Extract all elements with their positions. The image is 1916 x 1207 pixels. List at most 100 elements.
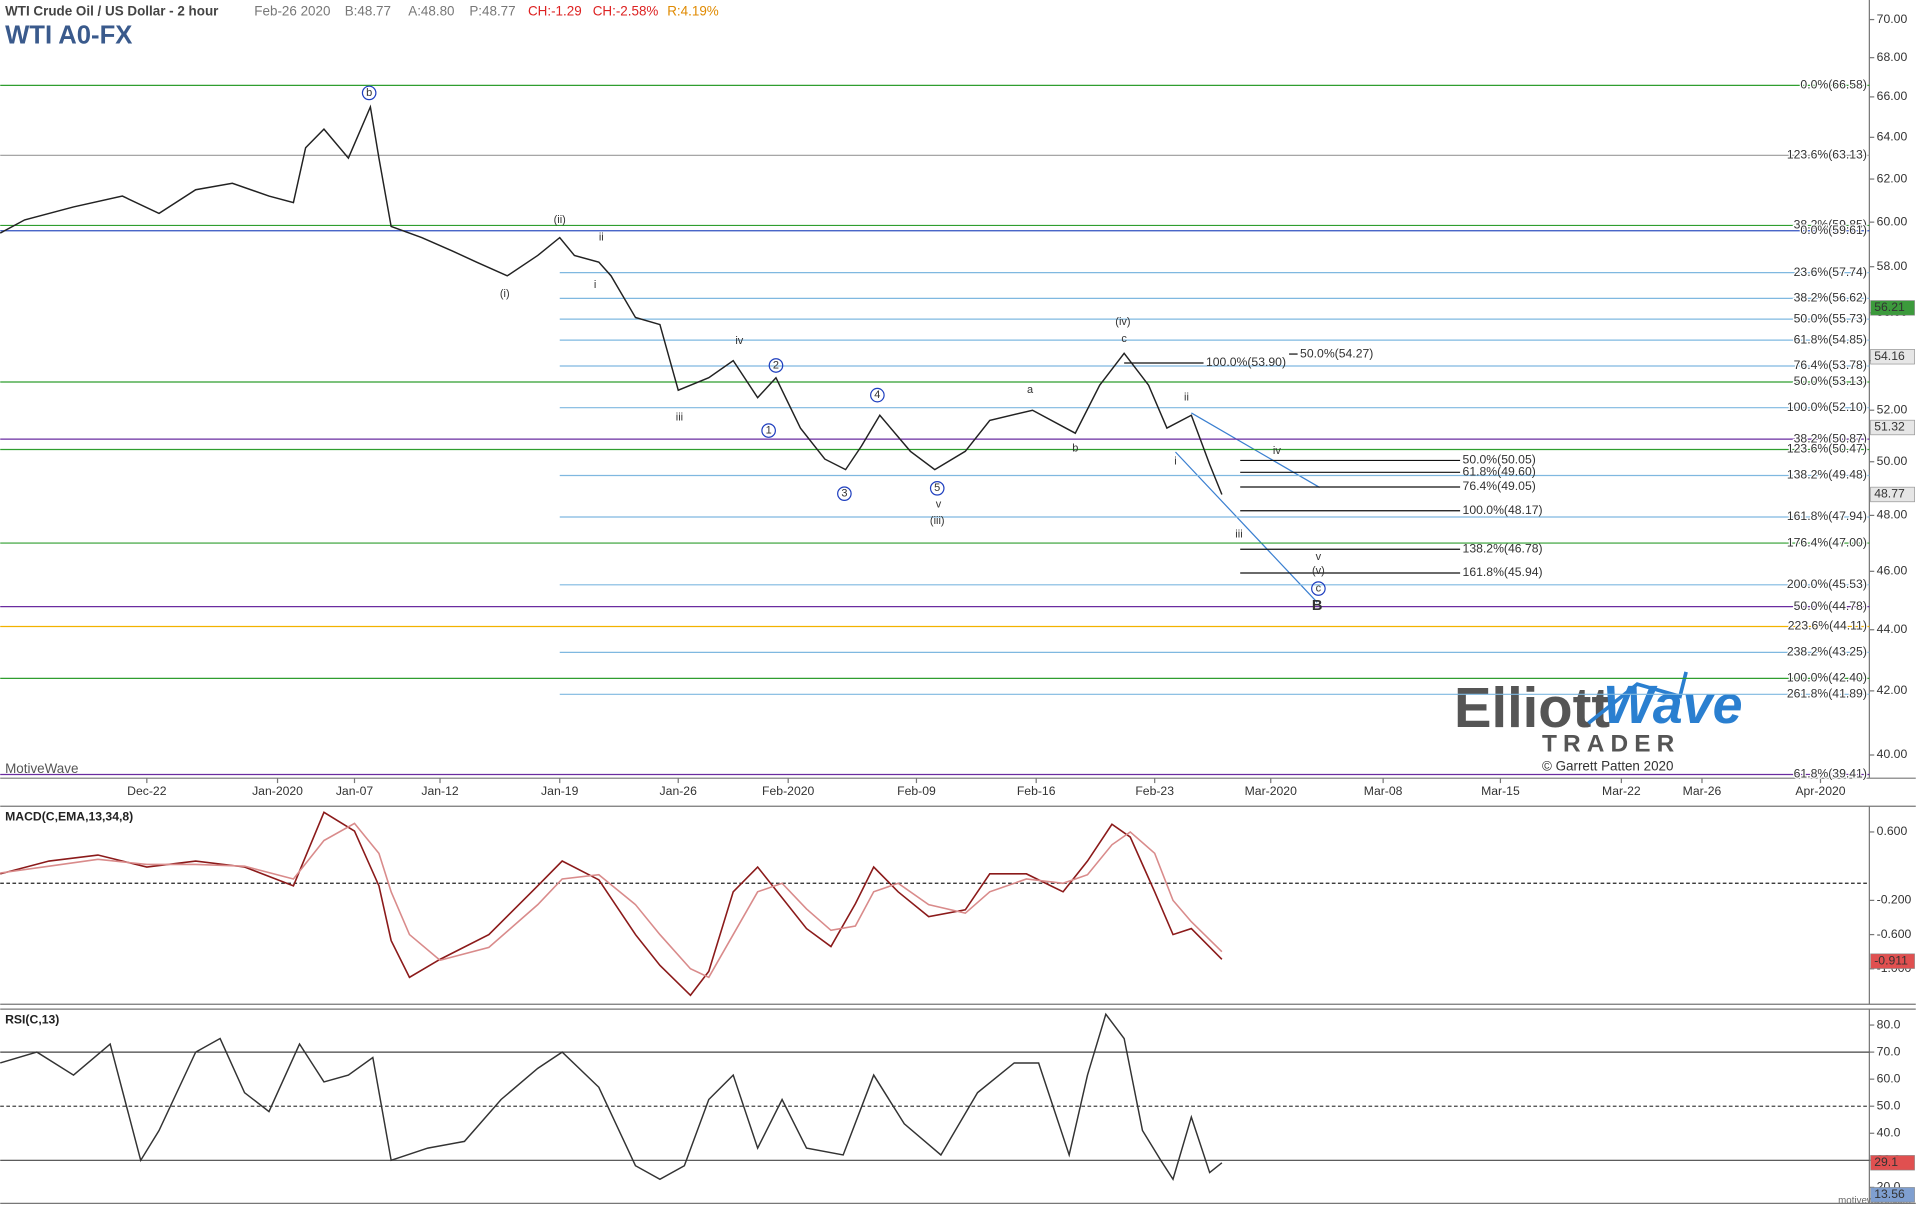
x-tick-label: Feb-23 bbox=[1135, 784, 1174, 798]
logo-trader: TRADER bbox=[1542, 731, 1680, 758]
fib-level-label: 76.4%(53.78) bbox=[1794, 358, 1867, 372]
x-tick-label: Dec-22 bbox=[127, 784, 167, 798]
wave-label: 5 bbox=[934, 482, 940, 494]
wave-label: b bbox=[1072, 443, 1078, 455]
y-tick-label: 40.00 bbox=[1877, 747, 1908, 761]
y-tick-label: 62.00 bbox=[1877, 171, 1908, 185]
last-value-label: -0.911 bbox=[1874, 953, 1908, 967]
wave-label: i bbox=[594, 279, 596, 291]
quote-change-pct: CH:-2.58% bbox=[593, 4, 659, 19]
projection-label: 100.0%(53.90) bbox=[1206, 355, 1286, 369]
quote-ask: A:48.80 bbox=[408, 4, 454, 19]
y-tick-label: 0.600 bbox=[1877, 824, 1908, 838]
fib-level-label: 0.0%(66.58) bbox=[1800, 78, 1866, 92]
y-tick-label: -0.200 bbox=[1877, 893, 1912, 907]
projection-label: 161.8%(45.94) bbox=[1463, 565, 1543, 579]
x-tick-label: Mar-22 bbox=[1602, 784, 1641, 798]
chart-title: WTI A0-FX bbox=[5, 21, 132, 49]
wave-label: (ii) bbox=[554, 214, 566, 226]
y-tick-label: -0.600 bbox=[1877, 927, 1912, 941]
x-tick-label: Jan-2020 bbox=[252, 784, 303, 798]
indicator-line bbox=[0, 811, 1223, 997]
x-tick-label: Feb-16 bbox=[1017, 784, 1056, 798]
fib-level-label: 61.8%(54.85) bbox=[1794, 332, 1867, 346]
fib-level-label: 50.0%(53.13) bbox=[1794, 374, 1867, 388]
fib-level-label: 100.0%(42.40) bbox=[1787, 671, 1867, 685]
last-value-box bbox=[1870, 1187, 1915, 1203]
fib-level-label: 261.8%(41.89) bbox=[1787, 687, 1867, 701]
logo: Elliott Wave TRADER © Garrett Patten 202… bbox=[1454, 671, 1742, 774]
chart-subtitle: WTI Crude Oil / US Dollar - 2 hour bbox=[5, 4, 219, 19]
fib-level-label: 38.2%(59.85) bbox=[1794, 218, 1867, 232]
logo-wave: Wave bbox=[1603, 675, 1742, 735]
fib-level-label: 176.4%(47.00) bbox=[1787, 535, 1867, 549]
wave-label: ii bbox=[1184, 392, 1189, 404]
fib-level-label: 100.0%(52.10) bbox=[1787, 400, 1867, 414]
last-value-box bbox=[1870, 300, 1915, 316]
projection-label: 61.8%(49.60) bbox=[1463, 465, 1536, 479]
wave-label: iv bbox=[735, 335, 743, 347]
wave-label: 1 bbox=[766, 424, 772, 436]
x-tick-label: Feb-09 bbox=[897, 784, 936, 798]
fib-level-label: 38.2%(50.87) bbox=[1794, 431, 1867, 445]
x-tick-label: Jan-12 bbox=[421, 784, 459, 798]
y-tick-label: 44.00 bbox=[1877, 622, 1908, 636]
wave-circle bbox=[761, 423, 776, 438]
logo-copyright: © Garrett Patten 2020 bbox=[1542, 759, 1674, 774]
watermark: MotiveWave bbox=[5, 761, 78, 776]
last-value-box bbox=[1870, 419, 1915, 436]
fib-level-label: 23.6%(57.74) bbox=[1794, 265, 1867, 279]
y-tick-label: 40.0 bbox=[1877, 1125, 1901, 1139]
x-tick-label: Mar-26 bbox=[1683, 784, 1722, 798]
wave-circle bbox=[837, 486, 852, 502]
y-tick-label: 50.0 bbox=[1877, 1098, 1901, 1112]
wave-label: B bbox=[1312, 598, 1323, 614]
quote-bid: B:48.77 bbox=[345, 4, 391, 19]
projection-label: 50.0%(54.27) bbox=[1300, 346, 1373, 360]
wave-label: v bbox=[1316, 551, 1322, 563]
wave-label: (iii) bbox=[930, 515, 945, 527]
fib-level-label: 161.8%(47.94) bbox=[1787, 509, 1867, 523]
fib-level-label: 200.0%(45.53) bbox=[1787, 577, 1867, 591]
logo-elliott: Elliott bbox=[1454, 676, 1610, 739]
x-tick-label: Jan-26 bbox=[660, 784, 698, 798]
x-tick-label: Mar-2020 bbox=[1245, 784, 1297, 798]
quote-price: P:48.77 bbox=[469, 4, 515, 19]
wave-label: iii bbox=[676, 412, 683, 424]
x-tick-label: Jan-19 bbox=[541, 784, 579, 798]
price-line bbox=[0, 104, 1223, 495]
x-tick-label: Mar-15 bbox=[1481, 784, 1520, 798]
wave-label: c bbox=[1121, 333, 1127, 345]
projection-label: 138.2%(46.78) bbox=[1463, 541, 1543, 555]
wave-circle bbox=[870, 387, 885, 403]
wave-label: ii bbox=[599, 231, 604, 243]
last-value-box bbox=[1870, 1155, 1915, 1171]
indicator-line bbox=[0, 822, 1223, 979]
fib-level-label: 50.0%(55.73) bbox=[1794, 311, 1867, 325]
wave-label: 4 bbox=[874, 389, 880, 401]
wave-label: 2 bbox=[773, 359, 779, 371]
wave-label: i bbox=[1174, 456, 1176, 468]
wave-circle bbox=[1311, 581, 1326, 596]
last-value-box bbox=[1870, 953, 1915, 969]
macd-title: MACD(C,EMA,13,34,8) bbox=[5, 810, 133, 824]
quote-change: CH:-1.29 bbox=[528, 4, 582, 19]
wave-circle bbox=[929, 480, 945, 496]
trendline bbox=[1175, 451, 1318, 603]
wave-circle bbox=[768, 358, 784, 373]
quote-range: R:4.19% bbox=[667, 4, 719, 19]
wave-label: (v) bbox=[1312, 565, 1325, 577]
y-tick-label: 60.0 bbox=[1877, 1071, 1901, 1085]
y-tick-label: 42.00 bbox=[1877, 683, 1908, 697]
y-tick-label: 46.00 bbox=[1877, 564, 1908, 578]
wave-label: (i) bbox=[500, 288, 510, 300]
fib-level-label: 123.6%(50.47) bbox=[1787, 442, 1867, 456]
y-tick-label: 48.00 bbox=[1877, 508, 1908, 522]
wave-label: c bbox=[1316, 582, 1322, 594]
last-value-label: 29.1 bbox=[1874, 1155, 1898, 1169]
wave-label: iii bbox=[1235, 529, 1242, 541]
last-value-label: 56.21 bbox=[1874, 300, 1905, 314]
price-line bbox=[0, 1012, 1223, 1182]
last-value-label: 54.16 bbox=[1874, 349, 1905, 363]
